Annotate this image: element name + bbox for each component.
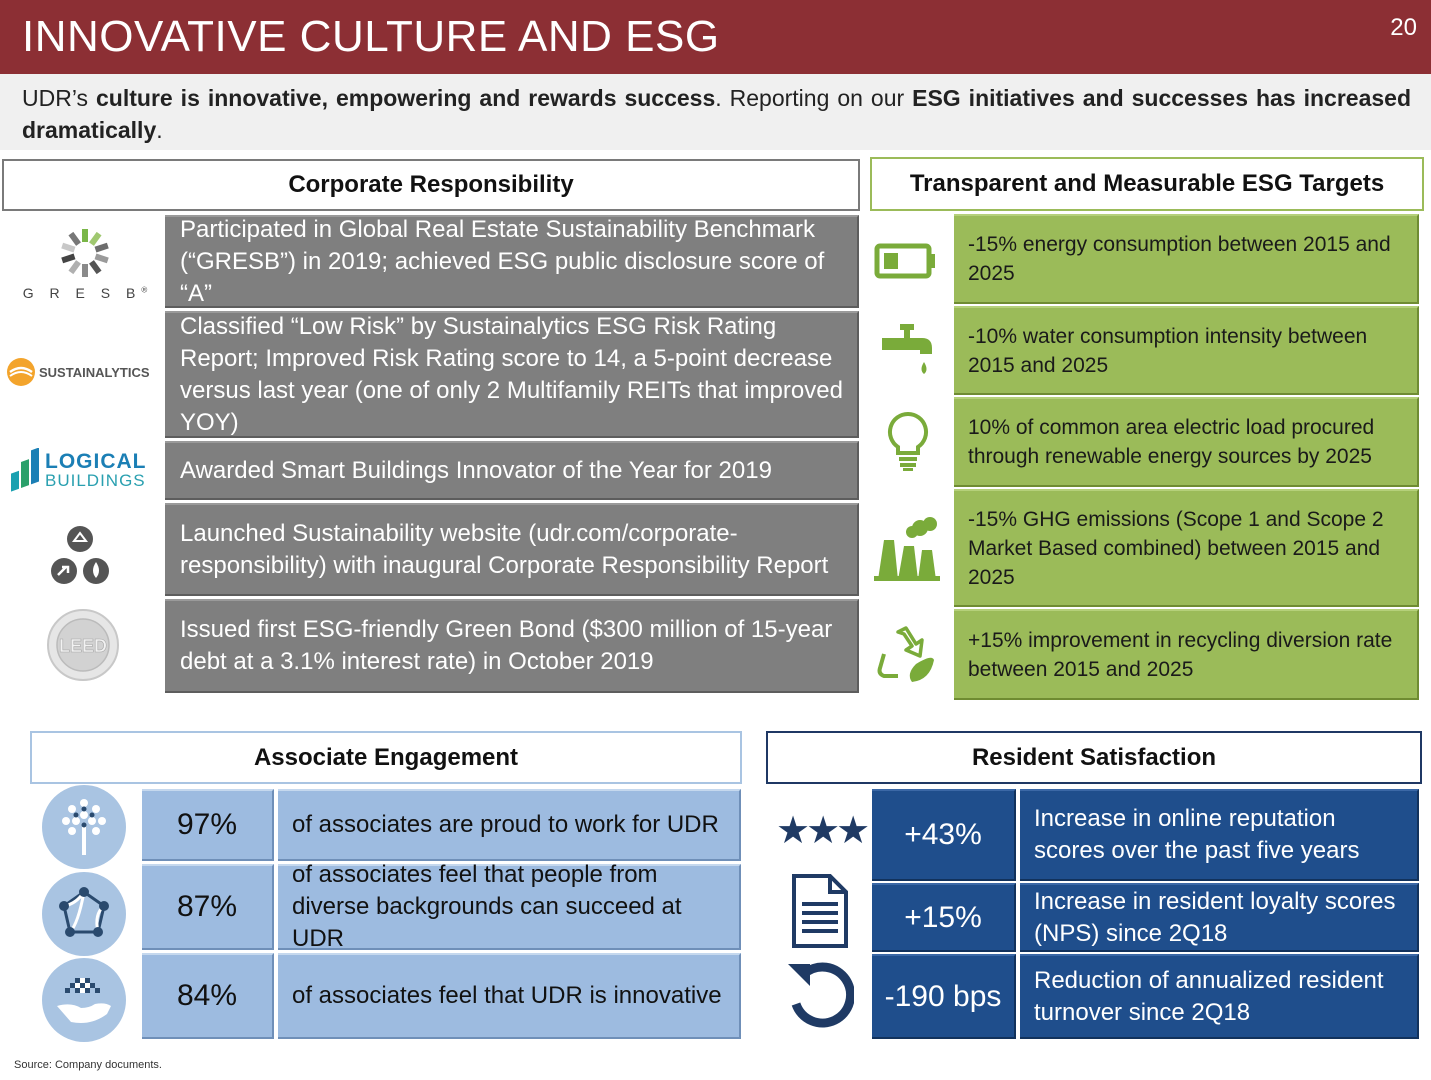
resident-desc-text: Increase in resident loyalty scores (NPS… [1034, 887, 1396, 947]
sustainalytics-wordmark: SUSTAINALYTICS [39, 364, 150, 380]
associate-desc-text: of associates feel that people from dive… [292, 861, 682, 952]
esg-target-energy: -15% energy consumption between 2015 and… [954, 214, 1419, 304]
sustainalytics-mark-icon [7, 358, 35, 386]
resident-satisfaction-header: Resident Satisfaction [766, 731, 1422, 784]
associate-pct-value: 97% [176, 808, 238, 841]
esg-target-ghg: -15% GHG emissions (Scope 1 and Scope 2 … [954, 489, 1419, 607]
corporate-item-sustainalytics: Classified “Low Risk” by Sustainalytics … [165, 311, 859, 438]
associate-desc-diverse: of associates feel that people from dive… [278, 861, 741, 952]
corporate-item-text: Classified “Low Risk” by Sustainalytics … [180, 312, 843, 436]
associate-pct-value: 87% [176, 890, 238, 923]
document-icon [790, 874, 850, 948]
source-note: Source: Company documents. [14, 1059, 162, 1071]
resident-desc-turnover: Reduction of annualized resident turnove… [1020, 954, 1419, 1039]
corporate-item-text: Awarded Smart Buildings Innovator of the… [180, 456, 772, 484]
associate-engagement-header: Associate Engagement [30, 731, 742, 784]
gresb-mark-icon [61, 229, 109, 277]
corporate-item-smart-buildings: Awarded Smart Buildings Innovator of the… [165, 441, 859, 500]
logical-wordmark: LOGICAL [45, 450, 147, 473]
recycle-icon [876, 624, 938, 686]
logical-buildings-logo: LOGICAL BUILDINGS [10, 446, 160, 496]
intro-text: UDR’s culture is innovative, empowering … [0, 74, 1431, 150]
resident-desc-reputation: Increase in online reputation scores ove… [1020, 789, 1419, 881]
lightbulb-icon [886, 411, 930, 473]
buildings-wordmark: BUILDINGS [45, 471, 146, 490]
esg-target-water: -10% water consumption intensity between… [954, 306, 1419, 395]
factory-icon [872, 516, 942, 582]
three-stars-icon: ★★★ [776, 808, 870, 852]
corporate-item-website: Launched Sustainability website (udr.com… [165, 503, 859, 596]
associate-pct-innovative: 84% [142, 953, 274, 1039]
associate-desc-proud: of associates are proud to work for UDR [278, 789, 741, 861]
resident-value-reputation: +43% [872, 789, 1016, 881]
intro-part-2: . Reporting on our [715, 85, 913, 111]
gresb-wordmark: G R E S B [22, 285, 142, 301]
battery-icon [874, 240, 938, 282]
refresh-icon [784, 958, 855, 1032]
esg-targets-header: Transparent and Measurable ESG Targets [870, 157, 1424, 211]
resident-value-loyalty: +15% [872, 883, 1016, 952]
page-number: 20 [1390, 14, 1417, 41]
leed-wordmark: LEED [59, 636, 107, 656]
title-bar [0, 0, 1431, 74]
gresb-logo: G R E S B® [20, 228, 150, 301]
intro-bold-1: culture is innovative, empowering and re… [96, 85, 716, 111]
corporate-item-green-bond: Issued first ESG-friendly Green Bond ($3… [165, 599, 859, 693]
corporate-item-gresb: Participated in Global Real Estate Susta… [165, 215, 859, 308]
faucet-icon [880, 322, 934, 382]
network-icon [42, 872, 126, 956]
hand-idea-icon [42, 958, 126, 1042]
associate-pct-value: 84% [176, 979, 238, 1012]
sustainalytics-logo: SUSTAINALYTICS [6, 355, 162, 389]
leed-logo: LEED [46, 608, 120, 682]
corporate-item-text: Launched Sustainability website (udr.com… [180, 519, 829, 579]
intro-part-1: UDR’s [22, 85, 97, 111]
esg-target-text: -10% water consumption intensity between… [968, 324, 1368, 377]
sustainability-website-icon [48, 525, 114, 587]
associate-pct-proud: 97% [142, 789, 274, 861]
associate-desc-text: of associates are proud to work for UDR [292, 811, 719, 838]
esg-target-text: -15% energy consumption between 2015 and… [968, 233, 1391, 285]
resident-value: +43% [904, 818, 982, 851]
resident-value-turnover: -190 bps [872, 954, 1016, 1039]
associate-desc-text: of associates feel that UDR is innovativ… [292, 982, 722, 1009]
resident-value: -190 bps [884, 979, 1002, 1013]
intro-part-3: . [156, 117, 163, 143]
logical-buildings-mark-icon [11, 448, 39, 492]
tree-icon [42, 785, 126, 869]
resident-desc-text: Reduction of annualized resident turnove… [1034, 966, 1384, 1026]
resident-value: +15% [904, 900, 982, 934]
esg-target-text: 10% of common area electric load procure… [968, 416, 1375, 468]
corporate-responsibility-header: Corporate Responsibility [2, 159, 860, 211]
associate-desc-innovative: of associates feel that UDR is innovativ… [278, 953, 741, 1039]
associate-pct-diverse: 87% [142, 864, 274, 950]
resident-desc-loyalty: Increase in resident loyalty scores (NPS… [1020, 883, 1419, 952]
esg-target-renewable: 10% of common area electric load procure… [954, 397, 1419, 487]
intro-bold-2: ESG initiatives and successes has increa… [22, 85, 1411, 143]
page-title: INNOVATIVE CULTURE AND ESG [22, 12, 720, 61]
esg-target-text: -15% GHG emissions (Scope 1 and Scope 2 … [968, 507, 1384, 589]
resident-desc-text: Increase in online reputation scores ove… [1034, 805, 1360, 864]
esg-target-text: +15% improvement in recycling diversion … [968, 628, 1393, 681]
corporate-item-text: Participated in Global Real Estate Susta… [180, 215, 825, 307]
gresb-registered-mark: ® [141, 285, 148, 295]
corporate-item-text: Issued first ESG-friendly Green Bond ($3… [180, 616, 833, 675]
esg-target-recycling: +15% improvement in recycling diversion … [954, 609, 1419, 700]
